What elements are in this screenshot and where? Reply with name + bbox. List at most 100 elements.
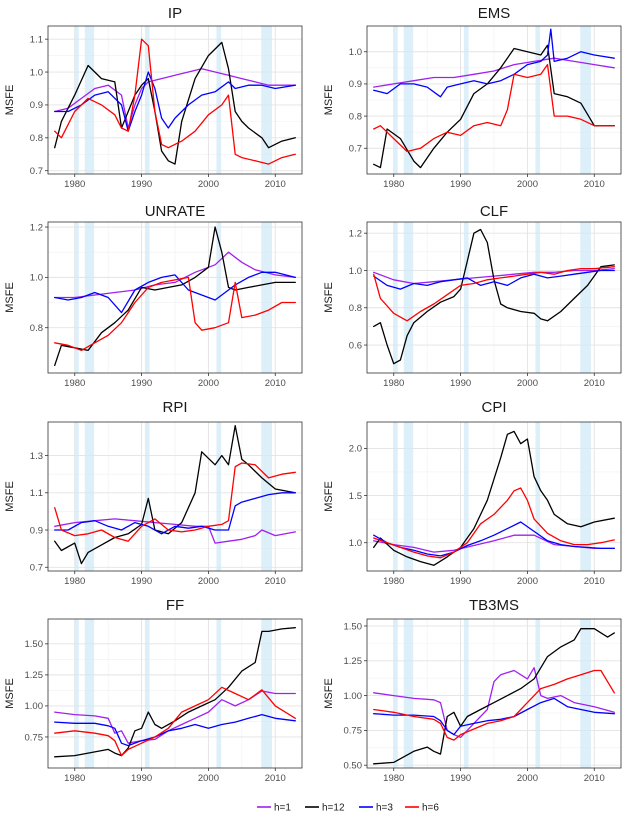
x-tick-label: 1990 xyxy=(131,773,152,784)
recession-band xyxy=(216,26,222,174)
x-tick-label: 1980 xyxy=(383,378,404,389)
legend: h=1 h=12 h=3 h=6 xyxy=(257,803,439,814)
x-tick-label: 2000 xyxy=(517,576,538,587)
panel-title: EMS xyxy=(478,5,511,22)
panel-ip: 1980 1990 2000 2010 0.7 0.8 0.9 1.0 1.1 MSFE IP xyxy=(4,5,303,190)
panel-ff: 1980 1990 2000 2010 0.75 1.00 1.25 1.50 MSFE FF xyxy=(4,597,303,784)
panel-border xyxy=(47,25,303,175)
x-tick-label: 1990 xyxy=(131,576,152,587)
y-tick-label: 0.7 xyxy=(30,563,43,574)
y-tick-label: 1.1 xyxy=(30,488,43,499)
panel-clf: 1980 1990 2000 2010 0.6 0.8 1.0 1.2 MSFE CLF xyxy=(323,203,622,389)
x-tick-label: 2010 xyxy=(265,179,286,190)
recession-band xyxy=(144,222,150,373)
recession-band xyxy=(580,619,591,768)
recession-band xyxy=(144,26,150,174)
series-line-tb3ms-h3 xyxy=(373,697,615,736)
y-tick-label: 1.50 xyxy=(344,621,363,632)
series-line-ip-h1 xyxy=(54,68,296,129)
y-tick-label: 1.25 xyxy=(25,670,44,681)
series-line-rpi-h12 xyxy=(54,425,296,565)
recession-band xyxy=(580,422,591,571)
recession-band xyxy=(216,422,222,571)
x-tick-label: 1980 xyxy=(383,576,404,587)
y-tick-label: 1.0 xyxy=(30,273,43,284)
recession-band xyxy=(403,619,414,768)
x-tick-label: 2000 xyxy=(198,576,219,587)
series-line-unrate-h1 xyxy=(54,251,296,299)
series-line-clf-h12 xyxy=(373,228,615,365)
y-axis-label: MSFE xyxy=(4,282,16,313)
y-tick-label: 0.75 xyxy=(25,732,44,743)
y-tick-label: 1.0 xyxy=(349,47,362,58)
y-tick-label: 0.9 xyxy=(30,100,43,111)
series-line-tb3ms-h1 xyxy=(373,667,615,739)
legend-label-h12: h=12 xyxy=(322,803,345,814)
y-axis-label: MSFE xyxy=(323,678,335,709)
x-tick-label: 1990 xyxy=(131,378,152,389)
recession-band xyxy=(144,619,150,768)
y-tick-label: 1.00 xyxy=(25,701,44,712)
recession-band xyxy=(580,26,591,174)
panel-border xyxy=(47,618,303,769)
panel-cpi: 1980 1990 2000 2010 1.0 1.5 2.0 MSFE CPI xyxy=(323,399,622,587)
y-tick-label: 0.8 xyxy=(30,323,43,334)
recession-band xyxy=(74,619,79,768)
x-tick-label: 2010 xyxy=(265,378,286,389)
panel-ems: 1980 1990 2000 2010 0.7 0.8 0.9 1.0 MSFE EMS xyxy=(323,5,622,190)
x-tick-label: 2010 xyxy=(265,773,286,784)
y-tick-label: 0.6 xyxy=(349,340,362,351)
series-line-tb3ms-h6 xyxy=(373,669,615,741)
y-tick-label: 1.5 xyxy=(349,491,362,502)
series-line-ems-h1 xyxy=(373,57,615,88)
panel-title: UNRATE xyxy=(145,203,206,220)
panel-border xyxy=(366,25,622,175)
recession-band xyxy=(393,422,398,571)
recession-band xyxy=(535,26,541,174)
recession-band xyxy=(535,222,541,373)
y-tick-label: 0.75 xyxy=(344,726,363,737)
series-line-cpi-h3 xyxy=(373,521,615,557)
recession-band xyxy=(463,422,469,571)
x-tick-label: 1980 xyxy=(64,378,85,389)
series-line-ip-h6 xyxy=(54,38,296,165)
legend-label-h1: h=1 xyxy=(274,803,291,814)
panel-title: RPI xyxy=(162,399,187,416)
legend-label-h6: h=6 xyxy=(422,803,439,814)
x-tick-label: 2000 xyxy=(517,179,538,190)
x-tick-label: 2000 xyxy=(198,179,219,190)
recession-band xyxy=(74,422,79,571)
panel-border xyxy=(366,221,622,374)
recession-band xyxy=(403,222,414,373)
recession-band xyxy=(535,422,541,571)
y-tick-label: 1.2 xyxy=(349,228,362,239)
y-tick-label: 1.00 xyxy=(344,691,363,702)
x-tick-label: 2000 xyxy=(198,378,219,389)
y-tick-label: 0.9 xyxy=(30,525,43,536)
y-tick-label: 0.8 xyxy=(30,133,43,144)
y-tick-label: 0.7 xyxy=(30,166,43,177)
y-tick-label: 0.9 xyxy=(349,79,362,90)
x-tick-label: 1980 xyxy=(383,179,404,190)
recession-band xyxy=(84,619,95,768)
y-tick-label: 1.0 xyxy=(30,67,43,78)
y-tick-label: 2.0 xyxy=(349,444,362,455)
recession-band xyxy=(393,222,398,373)
series-line-clf-h6 xyxy=(373,266,615,322)
series-line-ip-h12 xyxy=(54,41,296,165)
recession-band xyxy=(403,422,414,571)
panel-unrate: 1980 1990 2000 2010 0.8 1.0 1.2 MSFE UNRATE xyxy=(4,203,303,389)
y-tick-label: 1.50 xyxy=(25,639,44,650)
panel-tb3ms: 1980 1990 2000 2010 0.50 0.75 1.00 1.25 1.50 MSFE… xyxy=(323,597,622,784)
x-tick-label: 1990 xyxy=(450,576,471,587)
series-line-unrate-h6 xyxy=(54,276,296,352)
x-tick-label: 2010 xyxy=(584,179,605,190)
y-axis-label: MSFE xyxy=(323,85,335,116)
series-line-ff-h6 xyxy=(54,686,296,757)
panel-border xyxy=(47,221,303,374)
y-tick-label: 1.0 xyxy=(349,266,362,277)
recession-band xyxy=(84,422,95,571)
recession-band xyxy=(216,619,222,768)
recession-band xyxy=(393,26,398,174)
